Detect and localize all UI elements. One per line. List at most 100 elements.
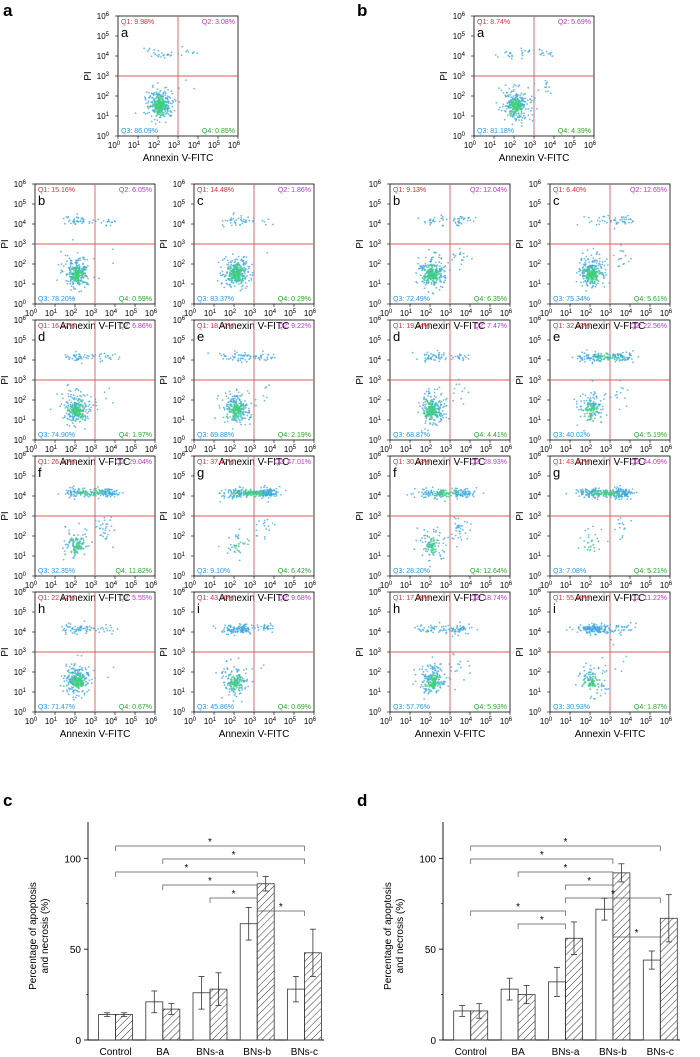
flow-a-i-event-dot: [235, 675, 238, 677]
flow-a-i-ytick-label: 106: [173, 588, 186, 597]
flow-a-d-ytick-label: 103: [14, 376, 27, 385]
flow-a-b-event-dot: [69, 269, 72, 272]
flow-b-b-ytick-label: 103: [369, 240, 382, 249]
flow-a-f-event-dot: [77, 534, 79, 536]
flow-b-d-event-dot: [427, 357, 429, 360]
flow-a-h-event-dot: [81, 681, 84, 684]
flow-b-d-event-dot: [442, 416, 445, 419]
flow-b-a-event-dot: [539, 53, 542, 55]
flow-b-d-event-dot: [461, 390, 464, 393]
flow-a-g-event-dot: [268, 489, 271, 492]
flow-a-i-event-dot: [237, 676, 240, 680]
flow-a-a-event-dot: [147, 100, 150, 102]
flow-a-c-event-dot: [248, 219, 251, 222]
flow-a-h-event-dot: [70, 686, 73, 689]
flow-a-i-event-dot: [232, 700, 235, 702]
flow-a-f-event-dot: [104, 529, 107, 531]
flow-b-a-event-dot: [506, 102, 509, 105]
flow-a-g-event-dot: [263, 519, 266, 522]
flow-a-b-event-dot: [68, 257, 71, 260]
flow-b-b-event-dot: [471, 257, 473, 260]
flow-a-b-ytick-label: 104: [14, 220, 27, 229]
flow-a-g-event-dot: [227, 491, 230, 494]
flow-a-f-ytick-label: 102: [14, 532, 27, 541]
flow-a-d-event-dot: [77, 399, 80, 402]
flow-a-d-event-dot: [76, 388, 78, 390]
flow-b-c-event-dot: [591, 267, 594, 270]
flow-a-i-event-dot: [232, 683, 236, 686]
flow-a-e-event-dot: [233, 356, 236, 359]
flow-a-h-event-dot: [88, 679, 91, 682]
flow-a-b-event-dot: [111, 248, 114, 251]
flow-a-e-event-dot: [245, 411, 248, 413]
flow-b-b-event-dot: [424, 256, 427, 259]
flow-a-c-event-dot: [247, 267, 250, 270]
flow-a-g-event-dot: [264, 493, 267, 496]
flow-b-c-event-dot: [599, 265, 602, 268]
flow-b-c-ytick-label: 106: [529, 180, 542, 189]
flow-a-f-event-dot: [64, 543, 67, 546]
flow-b-a-event-dot: [523, 103, 525, 106]
flow-a-a-event-dot: [148, 105, 151, 109]
flow-a-c-event-dot: [221, 220, 224, 222]
flow-a-h-event-dot: [85, 629, 88, 632]
flow-a-d-event-dot: [70, 394, 72, 396]
flow-a-b-event-dot: [106, 221, 109, 223]
flow-b-a-xtick-label: 103: [524, 141, 537, 150]
flow-a-d-ytick-label: 106: [14, 316, 27, 325]
flow-b-a-event-dot: [504, 110, 506, 112]
flow-b-e-xtick-label: 103: [600, 445, 613, 454]
flow-b-b-ytick-label: 102: [369, 260, 382, 269]
flow-a-a-event-dot: [178, 87, 181, 89]
flow-a-a-event-dot: [166, 98, 169, 101]
flow-b-d-event-dot: [426, 412, 429, 416]
flow-a-f-event-dot: [94, 494, 97, 497]
flow-a-b-event-dot: [92, 219, 95, 222]
flow-b-d-event-dot: [431, 407, 434, 410]
flow-b-b-event-dot: [439, 280, 441, 283]
flow-a-a-event-dot: [152, 110, 155, 113]
flow-a-d-event-dot: [108, 357, 111, 360]
flow-b-a-event-dot: [515, 119, 517, 122]
flow-b-c-event-dot: [626, 214, 629, 217]
flow-b-e-event-dot: [600, 412, 603, 414]
flow-a-g-event-dot: [219, 492, 221, 495]
flow-b-c-event-dot: [605, 258, 608, 261]
flow-a-e-event-dot: [222, 358, 225, 360]
flow-a-e-event-dot: [272, 353, 275, 356]
flow-a-a-ytick-label: 101: [97, 112, 110, 121]
flow-a-d-event-dot: [87, 405, 90, 407]
flow-a-i-event-dot: [242, 669, 245, 671]
flow-a-d-event-dot: [98, 355, 101, 358]
flow-a-i-event-dot: [241, 629, 244, 632]
flow-a-e-event-dot: [261, 353, 264, 356]
flow-b-b-event-dot: [459, 216, 462, 218]
flow-a-c-event-dot: [234, 260, 237, 263]
flow-a-c-event-dot: [229, 265, 232, 268]
flow-a-b-event-dot: [74, 269, 78, 272]
flow-a-i-ytick-label: 104: [173, 628, 186, 637]
flow-a-a-event-dot: [159, 114, 163, 117]
flow-b-d-event-dot: [432, 353, 435, 356]
flow-a-d-event-dot: [85, 356, 88, 359]
flow-a-b-event-dot: [75, 259, 77, 261]
flow-b-d-event-dot: [445, 397, 448, 400]
flow-b-d-event-dot: [463, 354, 466, 357]
flow-a-b-ytick-label: 102: [14, 260, 27, 269]
flow-a-c-event-dot: [245, 256, 248, 259]
flow-a-a-event-dot: [147, 101, 149, 104]
flow-a-a-event-dot: [186, 49, 189, 52]
flow-a-d-event-dot: [90, 410, 92, 412]
flow-a-d-event-dot: [90, 406, 92, 409]
flow-a-g-event-dot: [260, 492, 263, 495]
flow-b-a-event-dot: [502, 103, 505, 106]
flow-a-i-event-dot: [230, 658, 232, 661]
flow-b-e-event-dot: [592, 394, 595, 396]
flow-b-d-event-dot: [440, 419, 443, 421]
flow-a-a-event-dot: [156, 103, 159, 106]
flow-a-d-event-dot: [87, 410, 90, 413]
flow-a-b-event-dot: [81, 222, 83, 225]
flow-a-e-event-dot: [220, 354, 223, 357]
flow-b-d-ytick-label: 102: [369, 396, 382, 405]
flow-b-c-event-dot: [597, 282, 599, 285]
